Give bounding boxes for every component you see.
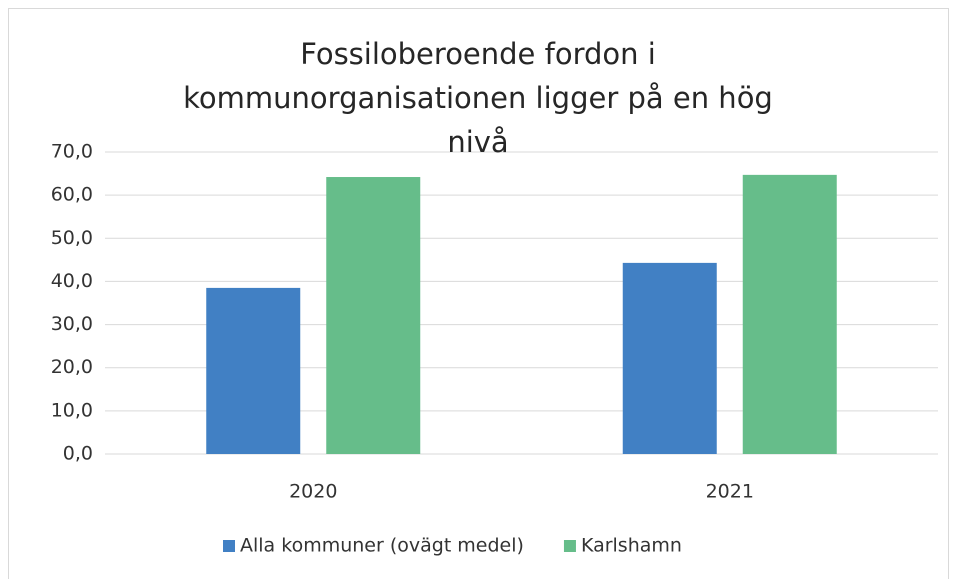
bar xyxy=(206,287,301,454)
y-tick-label: 20,0 xyxy=(51,356,93,378)
legend-label: Karlshamn xyxy=(581,535,682,557)
legend-swatch xyxy=(223,540,235,552)
bar xyxy=(622,262,717,454)
y-tick-label: 60,0 xyxy=(51,184,93,206)
chart-border xyxy=(8,8,949,579)
bar xyxy=(742,174,837,454)
y-tick-label: 70,0 xyxy=(51,141,93,163)
y-tick-label: 50,0 xyxy=(51,227,93,249)
x-tick-label: 2021 xyxy=(706,481,754,503)
y-tick-label: 40,0 xyxy=(51,270,93,292)
legend-swatch xyxy=(563,540,576,552)
bar xyxy=(326,177,421,454)
y-tick-label: 30,0 xyxy=(51,313,93,335)
y-tick-label: 10,0 xyxy=(51,399,93,421)
x-tick-label: 2020 xyxy=(289,481,337,503)
y-tick-label: 0,0 xyxy=(63,443,93,465)
chart-title: Fossiloberoende fordon i kommunorganisat… xyxy=(183,37,773,159)
legend-label: Alla kommuner (ovägt medel) xyxy=(240,535,524,557)
